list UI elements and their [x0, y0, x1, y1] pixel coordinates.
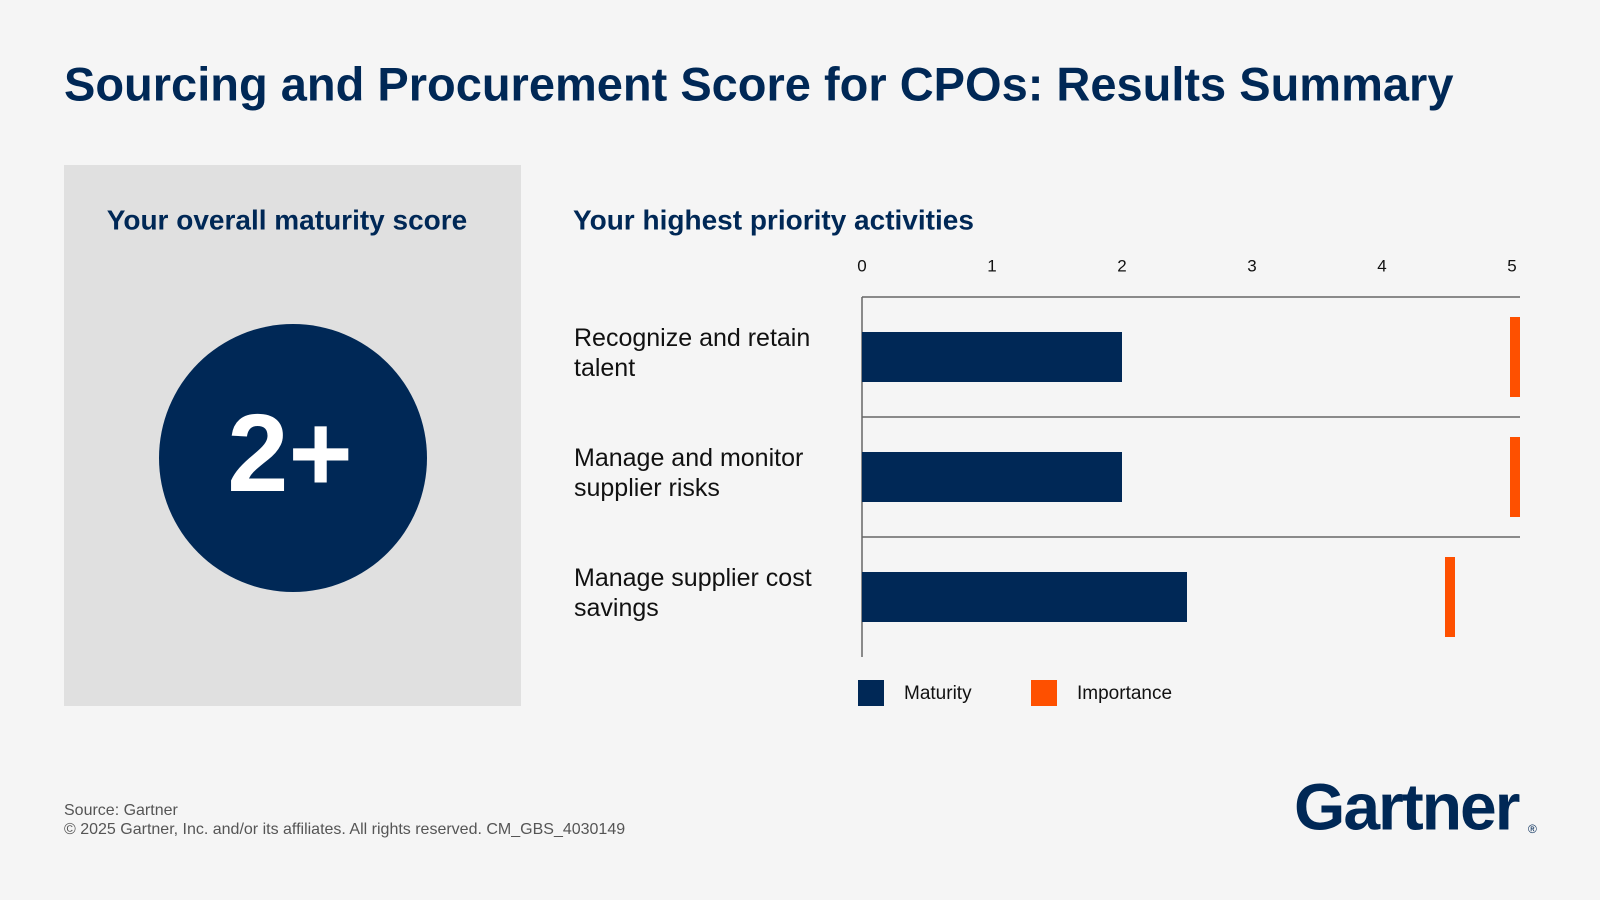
chart-title: Your highest priority activities	[573, 204, 974, 235]
x-tick-label: 0	[857, 256, 866, 275]
legend-swatch	[858, 680, 884, 706]
maturity-bar	[862, 572, 1187, 622]
category-label-box: Recognize and retain talent	[574, 324, 811, 382]
category-label-box: Manage and monitor supplier risks	[574, 444, 804, 502]
x-tick-label: 4	[1377, 256, 1386, 275]
page-title: Sourcing and Procurement Score for CPOs:…	[64, 57, 1453, 110]
legend-label: Importance	[1077, 683, 1172, 704]
category-label-box: Manage supplier cost savings	[574, 564, 812, 622]
score-circle	[159, 324, 427, 592]
legend-swatch	[1031, 680, 1057, 706]
x-tick-label: 2	[1117, 256, 1126, 275]
category-label: Recognize and retain talent	[574, 324, 811, 382]
maturity-bar	[862, 332, 1122, 382]
logo: Gartner	[1294, 769, 1520, 843]
x-tick-label: 1	[987, 256, 996, 275]
copyright: © 2025 Gartner, Inc. and/or its affiliat…	[64, 821, 625, 838]
logo-mark: ®	[1528, 822, 1537, 836]
importance-marker	[1445, 557, 1455, 637]
category-label: Manage and monitor supplier risks	[574, 444, 804, 502]
x-tick-label: 5	[1507, 256, 1516, 275]
x-tick-label: 3	[1247, 256, 1256, 275]
legend-label: Maturity	[904, 683, 972, 704]
maturity-bar	[862, 452, 1122, 502]
importance-marker	[1510, 317, 1520, 397]
category-label: Manage supplier cost savings	[574, 564, 812, 622]
score: 2+	[227, 392, 352, 515]
score-panel-title: Your overall maturity score	[107, 204, 468, 235]
source: Source: Gartner	[64, 802, 179, 819]
importance-marker	[1510, 437, 1520, 517]
